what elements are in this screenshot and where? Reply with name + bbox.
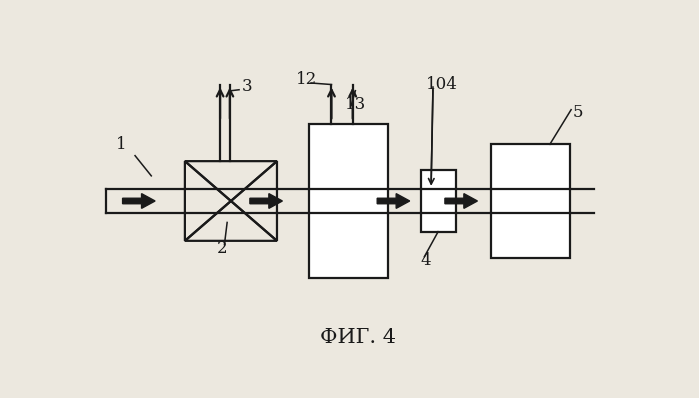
- Text: 104: 104: [426, 76, 458, 93]
- Text: 5: 5: [572, 103, 583, 121]
- Text: 1: 1: [115, 136, 127, 153]
- FancyArrow shape: [445, 194, 477, 208]
- Text: 2: 2: [217, 240, 227, 257]
- Bar: [491, 144, 570, 258]
- Text: 12: 12: [296, 71, 317, 88]
- Bar: [421, 170, 456, 232]
- FancyArrow shape: [250, 194, 282, 208]
- Bar: [310, 124, 388, 278]
- FancyArrow shape: [122, 194, 155, 208]
- Text: ФИГ. 4: ФИГ. 4: [320, 328, 396, 347]
- FancyArrow shape: [377, 194, 410, 208]
- Text: 13: 13: [345, 96, 366, 113]
- Text: 4: 4: [421, 252, 431, 269]
- Text: 3: 3: [242, 78, 252, 95]
